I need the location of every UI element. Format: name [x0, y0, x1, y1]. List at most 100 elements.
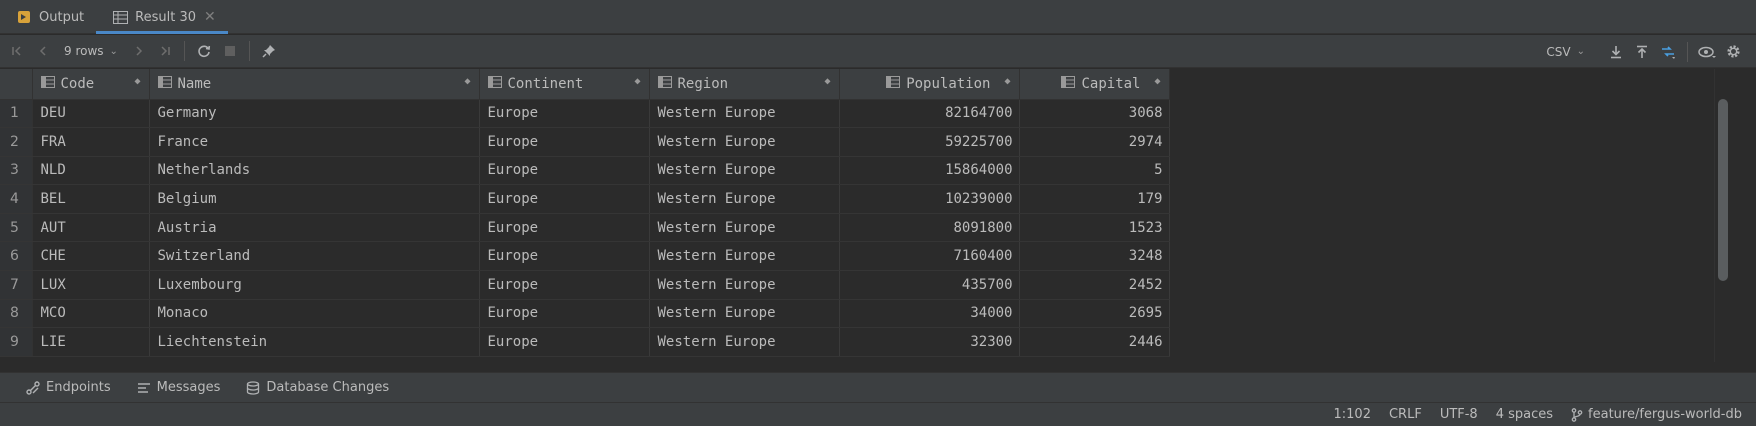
page-size-select[interactable]: 9 rows ⌄	[56, 38, 126, 64]
column-header-capital[interactable]: Capital ◆	[1019, 69, 1170, 100]
cell-code[interactable]: CHE	[32, 241, 150, 272]
stop-icon[interactable]	[217, 38, 243, 64]
column-header-name[interactable]: Name ◆	[149, 69, 480, 100]
cell-name[interactable]: Switzerland	[149, 241, 480, 272]
cell-population[interactable]: 82164700	[839, 99, 1020, 129]
cell-capital[interactable]: 1523	[1019, 213, 1170, 243]
cell-continent[interactable]: Europe	[479, 184, 650, 214]
last-page-icon[interactable]	[152, 38, 178, 64]
cell-population[interactable]: 435700	[839, 270, 1020, 300]
cell-region[interactable]: Western Europe	[649, 270, 840, 300]
cell-continent[interactable]: Europe	[479, 327, 650, 357]
cell-capital[interactable]: 2452	[1019, 270, 1170, 300]
cell-capital[interactable]: 2446	[1019, 327, 1170, 357]
table-row[interactable]: 3 NLD Netherlands Europe Western Europe …	[0, 156, 1170, 186]
next-page-icon[interactable]	[126, 38, 152, 64]
tab-output[interactable]: Output	[0, 0, 96, 34]
toolwindow-database-changes[interactable]: Database Changes	[246, 380, 389, 395]
cell-continent[interactable]: Europe	[479, 156, 650, 186]
git-branch-widget[interactable]: feature/fergus-world-db	[1571, 407, 1742, 422]
cell-population[interactable]: 7160400	[839, 241, 1020, 272]
sort-icon[interactable]: ◆	[134, 76, 141, 87]
cell-name[interactable]: Monaco	[149, 299, 480, 329]
cell-name[interactable]: France	[149, 127, 480, 157]
table-row[interactable]: 4 BEL Belgium Europe Western Europe 1023…	[0, 184, 1170, 214]
first-page-icon[interactable]	[4, 38, 30, 64]
cell-region[interactable]: Western Europe	[649, 299, 840, 329]
sort-icon[interactable]: ◆	[464, 76, 471, 87]
cell-code[interactable]: DEU	[32, 99, 150, 129]
refresh-icon[interactable]	[191, 38, 217, 64]
cell-capital[interactable]: 3068	[1019, 99, 1170, 129]
cell-capital[interactable]: 2695	[1019, 299, 1170, 329]
tab-result-30[interactable]: Result 30 ✕	[96, 0, 228, 34]
file-encoding[interactable]: UTF-8	[1439, 407, 1478, 422]
gear-icon[interactable]	[1720, 39, 1746, 65]
cell-code[interactable]: NLD	[32, 156, 150, 186]
column-header-continent[interactable]: Continent ◆	[479, 69, 650, 100]
cell-name[interactable]: Belgium	[149, 184, 480, 214]
cell-region[interactable]: Western Europe	[649, 241, 840, 272]
cell-population[interactable]: 32300	[839, 327, 1020, 357]
cell-name[interactable]: Luxembourg	[149, 270, 480, 300]
cell-region[interactable]: Western Europe	[649, 127, 840, 157]
cell-continent[interactable]: Europe	[479, 127, 650, 157]
cell-region[interactable]: Western Europe	[649, 184, 840, 214]
cell-code[interactable]: LIE	[32, 327, 150, 357]
table-row[interactable]: 1 DEU Germany Europe Western Europe 8216…	[0, 99, 1170, 129]
cell-population[interactable]: 34000	[839, 299, 1020, 329]
toolwindow-messages[interactable]: Messages	[137, 380, 220, 395]
upload-icon[interactable]	[1629, 39, 1655, 65]
caret-position[interactable]: 1:102	[1333, 407, 1371, 422]
sort-icon[interactable]: ◆	[1004, 76, 1011, 87]
cell-name[interactable]: Liechtenstein	[149, 327, 480, 357]
cell-population[interactable]: 59225700	[839, 127, 1020, 157]
cell-region[interactable]: Western Europe	[649, 327, 840, 357]
column-header-code[interactable]: Code ◆	[32, 69, 150, 100]
pin-icon[interactable]	[256, 38, 282, 64]
line-separator[interactable]: CRLF	[1388, 407, 1422, 422]
cell-continent[interactable]: Europe	[479, 99, 650, 129]
cell-code[interactable]: MCO	[32, 299, 150, 329]
indent-settings[interactable]: 4 spaces	[1495, 407, 1554, 422]
view-options-icon[interactable]	[1694, 39, 1720, 65]
cell-continent[interactable]: Europe	[479, 213, 650, 243]
cell-population[interactable]: 15864000	[839, 156, 1020, 186]
cell-capital[interactable]: 5	[1019, 156, 1170, 186]
cell-code[interactable]: AUT	[32, 213, 150, 243]
cell-population[interactable]: 8091800	[839, 213, 1020, 243]
cell-code[interactable]: FRA	[32, 127, 150, 157]
cell-name[interactable]: Austria	[149, 213, 480, 243]
column-header-region[interactable]: Region ◆	[649, 69, 840, 100]
cell-code[interactable]: LUX	[32, 270, 150, 300]
cell-region[interactable]: Western Europe	[649, 213, 840, 243]
cell-region[interactable]: Western Europe	[649, 99, 840, 129]
cell-name[interactable]: Germany	[149, 99, 480, 129]
cell-continent[interactable]: Europe	[479, 299, 650, 329]
table-row[interactable]: 8 MCO Monaco Europe Western Europe 34000…	[0, 299, 1170, 329]
sort-icon[interactable]: ◆	[1154, 76, 1161, 87]
cell-name[interactable]: Netherlands	[149, 156, 480, 186]
cell-capital[interactable]: 3248	[1019, 241, 1170, 272]
cell-population[interactable]: 10239000	[839, 184, 1020, 214]
cell-continent[interactable]: Europe	[479, 241, 650, 272]
table-row[interactable]: 9 LIE Liechtenstein Europe Western Europ…	[0, 327, 1170, 357]
table-row[interactable]: 5 AUT Austria Europe Western Europe 8091…	[0, 213, 1170, 243]
table-row[interactable]: 2 FRA France Europe Western Europe 59225…	[0, 127, 1170, 157]
compare-icon[interactable]	[1655, 39, 1681, 65]
column-header-population[interactable]: Population ◆	[839, 69, 1020, 100]
vertical-scrollbar[interactable]	[1718, 99, 1728, 281]
sort-icon[interactable]: ◆	[824, 76, 831, 87]
download-icon[interactable]	[1603, 39, 1629, 65]
cell-code[interactable]: BEL	[32, 184, 150, 214]
cell-continent[interactable]: Europe	[479, 270, 650, 300]
close-icon[interactable]: ✕	[204, 9, 216, 25]
previous-page-icon[interactable]	[30, 38, 56, 64]
toolwindow-endpoints[interactable]: Endpoints	[26, 380, 111, 395]
table-row[interactable]: 6 CHE Switzerland Europe Western Europe …	[0, 241, 1170, 272]
cell-capital[interactable]: 2974	[1019, 127, 1170, 157]
table-row[interactable]: 7 LUX Luxembourg Europe Western Europe 4…	[0, 270, 1170, 300]
sort-icon[interactable]: ◆	[634, 76, 641, 87]
cell-capital[interactable]: 179	[1019, 184, 1170, 214]
cell-region[interactable]: Western Europe	[649, 156, 840, 186]
